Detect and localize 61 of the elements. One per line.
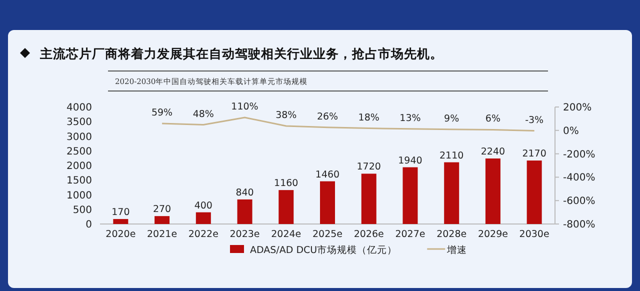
data-label: 9% [444,113,460,124]
x-tick-label: 2021e [147,229,178,240]
bar [154,216,170,224]
data-label: 48% [192,108,214,120]
bar [361,174,376,224]
y2-tick-label: 0% [563,126,579,137]
data-label: 59% [151,107,173,118]
data-label: 400 [194,200,212,212]
chart-title: 主流芯片厂商将着力发展其在自动驾驶相关行业业务，抢占市场先机。 [39,46,443,61]
x-tick-label: 2020e [106,229,136,240]
bar [444,162,460,224]
data-label: 840 [236,187,254,198]
data-label: 2170 [522,148,546,160]
x-tick-label: 2028e [436,229,467,240]
y-tick-label: 1000 [66,190,92,202]
bar [278,190,294,224]
y-tick-label: 1500 [66,176,92,187]
data-label: 170 [112,207,130,218]
y2-tick-label: -200% [563,149,596,160]
x-tick-label: 2029e [478,229,508,240]
data-label: 26% [316,111,338,122]
y-tick-label: 4000 [66,102,92,114]
legend-label: 增速 [446,244,468,256]
y2-tick-label: -800% [563,220,596,230]
x-tick-label: 2025e [312,229,343,240]
data-label: 38% [276,110,297,121]
bar [320,181,335,224]
bar [237,199,252,224]
y-tick-label: 0 [86,220,92,230]
data-label: 270 [152,204,172,216]
y-tick-label: 3000 [66,132,92,143]
x-tick-label: 2030e [519,229,550,240]
data-label: 13% [400,112,421,124]
data-label: 6% [485,114,500,125]
y-tick-label: 3500 [66,117,92,128]
data-label: -3% [525,114,544,126]
bar [402,167,418,224]
y-tick-label: 2500 [66,146,92,158]
y2-tick-label: -600% [563,196,596,208]
y-tick-label: 500 [72,204,92,216]
y2-tick-label: -400% [563,172,596,184]
bar [526,160,542,224]
bar [113,219,128,224]
bar [196,212,211,224]
data-label: 2110 [439,150,464,162]
data-label: 1160 [274,178,298,190]
x-tick-label: 2027e [395,229,426,240]
y2-tick-label: 200% [563,102,592,114]
data-label: 2240 [480,146,506,158]
legend-label: ADAS/AD DCU市场规模（亿元） [250,244,398,256]
x-tick-label: 2024e [271,229,302,240]
x-tick-label: 2023e [230,229,260,240]
data-label: 110% [231,102,258,113]
data-label: 18% [358,112,380,124]
x-tick-label: 2026e [354,229,384,240]
data-label: 1720 [356,162,381,173]
data-label: 1460 [315,169,340,180]
bar [485,158,500,224]
data-label: 1940 [398,155,422,166]
x-tick-label: 2022e [188,229,219,240]
y-tick-label: 2000 [66,161,92,172]
